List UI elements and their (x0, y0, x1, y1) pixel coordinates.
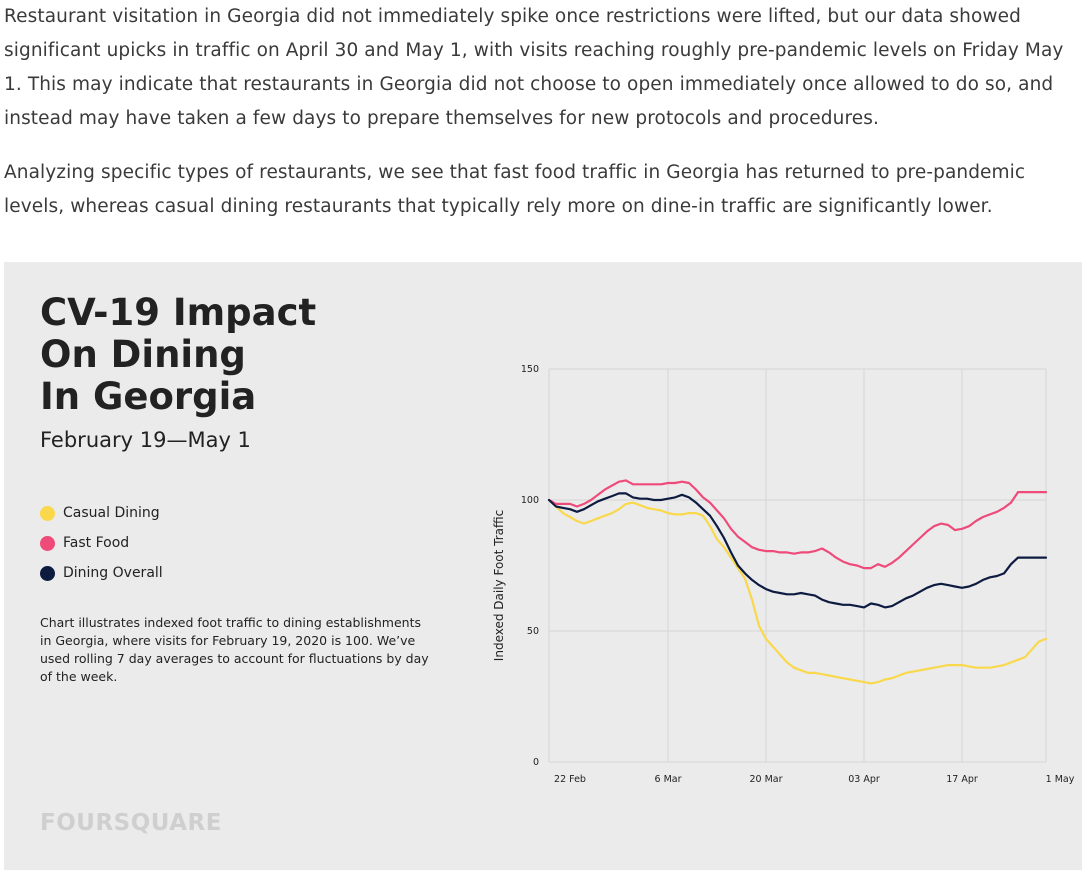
series-line-dining-overall (547, 492, 1048, 609)
y-tick-label-100: 100 (521, 495, 539, 506)
legend-item-casual-dining: Casual Dining (40, 498, 163, 528)
x-tick-label-2: 20 Mar (749, 774, 782, 785)
x-tick-label-4: 17 Apr (946, 774, 978, 785)
y-axis-label: Indexed Daily Foot Traffic (492, 510, 506, 661)
y-tick-label-150: 150 (521, 364, 539, 375)
chart-grid (548, 368, 1047, 763)
y-tick-label-50: 50 (527, 626, 539, 637)
foursquare-logo: FOURSQUARE (40, 810, 222, 836)
chart-subtitle: February 19—May 1 (40, 428, 251, 452)
chart-series (547, 479, 1048, 685)
legend-item-dining-overall: Dining Overall (40, 558, 163, 588)
article-paragraph-1: Restaurant visitation in Georgia did not… (4, 6, 1064, 129)
legend-item-fast-food: Fast Food (40, 528, 163, 558)
legend-swatch-dining-overall (40, 565, 55, 581)
legend-label-dining-overall: Dining Overall (63, 565, 163, 581)
x-tick-label-0: 22 Feb (554, 774, 586, 785)
legend-swatch-fast-food (40, 535, 55, 551)
x-tick-label-5: 1 May (1046, 774, 1075, 785)
legend-label-fast-food: Fast Food (63, 535, 130, 551)
article-paragraph-2: Analyzing specific types of restaurants,… (4, 162, 1026, 217)
chart-panel: CV-19 Impact On Dining In Georgia Februa… (4, 262, 1082, 870)
chart-axes: 0 50 100 150 22 Feb 6 Mar 20 Mar 03 Apr 17 Apr 1 … (492, 364, 1075, 785)
x-tick-label-1: 6 Mar (655, 774, 682, 785)
chart-title: CV-19 Impact On Dining In Georgia (40, 291, 317, 418)
legend-swatch-casual-dining (40, 505, 55, 521)
y-tick-label-0: 0 (533, 757, 539, 768)
legend-label-casual-dining: Casual Dining (63, 505, 160, 521)
series-line-casual-dining (547, 498, 1048, 685)
series-line-fast-food (547, 479, 1048, 570)
line-chart: 0 50 100 150 22 Feb 6 Mar 20 Mar 03 Apr 17 Apr 1 … (492, 364, 1075, 785)
chart-legend: Casual Dining Fast Food Dining Overall (40, 498, 163, 588)
chart-methodology-note: Chart illustrates indexed foot traffic t… (40, 615, 429, 684)
x-tick-label-3: 03 Apr (848, 774, 880, 785)
